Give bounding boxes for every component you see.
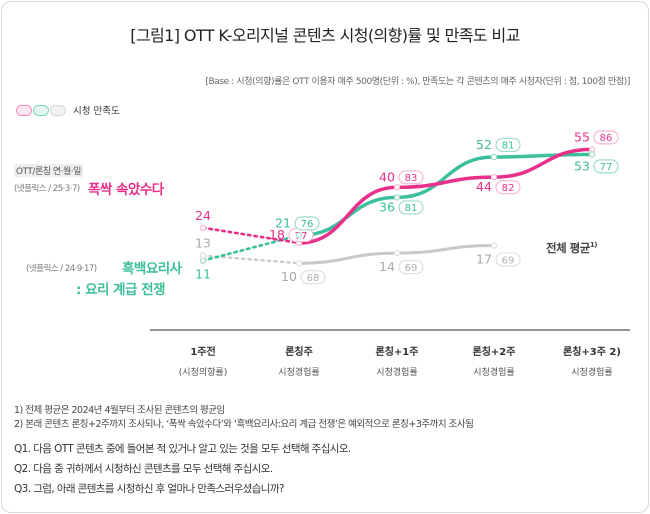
data-value-label: 40: [379, 169, 395, 184]
figure-title: [그림1] OTT K-오리지널 콘텐츠 시청(의향)률 및 만족도 비교: [130, 26, 520, 45]
question-2: Q2. 다음 중 귀하께서 시청하신 콘텐츠를 모두 선택해 주십시오.: [14, 463, 273, 475]
series2-meta: (넷플릭스 / 24·9·17): [26, 264, 97, 274]
satisfaction-value: 86: [600, 133, 613, 144]
satisfaction-badge: [495, 252, 521, 267]
data-value-label: 53: [574, 158, 590, 173]
satisfaction-value: 68: [307, 273, 320, 284]
data-value-label: 11: [195, 267, 211, 282]
legend-swatch-gray: [50, 104, 66, 116]
legend: 시청 만족도: [16, 103, 120, 117]
base-note: [Base : 시청(의향)률은 OTT 이용자 매주 500명(단위 : %)…: [205, 77, 630, 87]
data-point: [490, 153, 498, 161]
satisfaction-value: 76: [301, 219, 314, 230]
data-point: [588, 146, 596, 153]
data-value-label: 13: [195, 236, 211, 251]
data-point: [199, 257, 207, 264]
data-value-label: 14: [379, 259, 395, 274]
satisfaction-value: 83: [405, 173, 418, 184]
satisfaction-badge: [398, 200, 424, 215]
footnote-2: 2) 본래 콘텐츠 론칭+2주까지 조사되나, ‘폭싹 속았수다’와 ‘흑백요리…: [14, 419, 474, 430]
satisfaction-badge: [398, 259, 424, 275]
x-tick-sublabel: 시청경험률: [278, 366, 319, 378]
satisfaction-value: 81: [405, 203, 418, 214]
data-point: [393, 249, 401, 257]
data-value-label: 44: [476, 179, 492, 194]
satisfaction-badge: [593, 130, 619, 145]
x-tick-label: 론칭+3주 2): [563, 345, 621, 358]
x-tick-label: 론칭+2주: [473, 345, 516, 358]
data-value-label: 18: [269, 227, 285, 242]
data-value-label: 21: [275, 215, 291, 230]
data-point: [295, 260, 303, 267]
legend-swatch-green: [33, 104, 49, 116]
survey-questions: Q1. 다음 OTT 콘텐츠 중에 들어본 적 있거나 알고 있는 것을 모두 …: [14, 439, 351, 499]
data-value-label: 52: [476, 137, 492, 152]
series-dotted-pink: [201, 226, 301, 245]
average-name-text: 전체 평균: [546, 241, 590, 255]
x-tick-sublabel: 시청경험률: [571, 366, 612, 378]
data-point: [393, 184, 401, 191]
series1-meta: (넷플릭스 / 25·3·7): [14, 184, 80, 194]
legend-swatch-pink: [16, 104, 32, 116]
series1-name: 폭싹 속았수다: [88, 182, 164, 198]
satisfaction-badge: [294, 216, 320, 231]
data-point: [199, 224, 207, 231]
satisfaction-badge: [495, 180, 521, 195]
satisfaction-value: 82: [502, 183, 515, 194]
satisfaction-badge: [495, 137, 521, 153]
data-value-label: 36: [379, 199, 395, 214]
data-point: [295, 232, 303, 239]
x-tick-sublabel: 시청경험률: [376, 366, 417, 378]
category-header: OTT/론칭 연·월·일: [14, 164, 83, 177]
satisfaction-badge: [593, 159, 619, 174]
x-tick-label: 론칭+1주: [376, 345, 419, 358]
data-value-label: 17: [476, 251, 492, 266]
satisfaction-value: 81: [502, 141, 515, 152]
series2-name-line1: 흑백요리사: [122, 261, 182, 277]
footnote-1: 1) 전체 평균은 2024년 4월부터 조사된 콘텐츠의 평균임: [14, 405, 225, 416]
average-name: 전체 평균1): [546, 240, 597, 256]
average-name-sup: 1): [589, 241, 598, 250]
satisfaction-value: 69: [502, 255, 515, 266]
data-point: [588, 151, 596, 158]
x-tick-label: 론칭주: [285, 345, 313, 358]
x-tick-sublabel: (시청의향률): [179, 366, 227, 378]
x-tick-label: 1주전: [190, 345, 215, 358]
data-value-label: 24: [195, 208, 211, 223]
satisfaction-value: 77: [600, 162, 613, 173]
data-point: [199, 252, 207, 259]
question-3: Q3. 그럼, 아래 콘텐츠를 시청하신 후 얼마나 만족스러우셨습니까?: [14, 483, 284, 495]
data-point: [490, 242, 498, 249]
x-tick-sublabel: 시청경험률: [473, 366, 514, 378]
satisfaction-badge: [300, 270, 326, 285]
data-value-label: 10: [281, 269, 297, 284]
series-dotted-green: [201, 234, 301, 262]
data-value-label: 55: [574, 129, 590, 144]
footnotes: 1) 전체 평균은 2024년 4월부터 조사된 콘텐츠의 평균임 2) 본래 …: [14, 404, 474, 432]
data-point: [490, 173, 498, 181]
series2-name-line2: : 요리 계급 전쟁: [76, 282, 166, 298]
question-1: Q1. 다음 OTT 콘텐츠 중에 들어본 적 있거나 알고 있는 것을 모두 …: [14, 443, 351, 455]
satisfaction-badge: [398, 170, 424, 185]
satisfaction-value: 69: [405, 263, 418, 274]
legend-label: 시청 만족도: [73, 106, 120, 117]
data-point: [393, 194, 401, 201]
series-line-pink: [297, 147, 594, 245]
